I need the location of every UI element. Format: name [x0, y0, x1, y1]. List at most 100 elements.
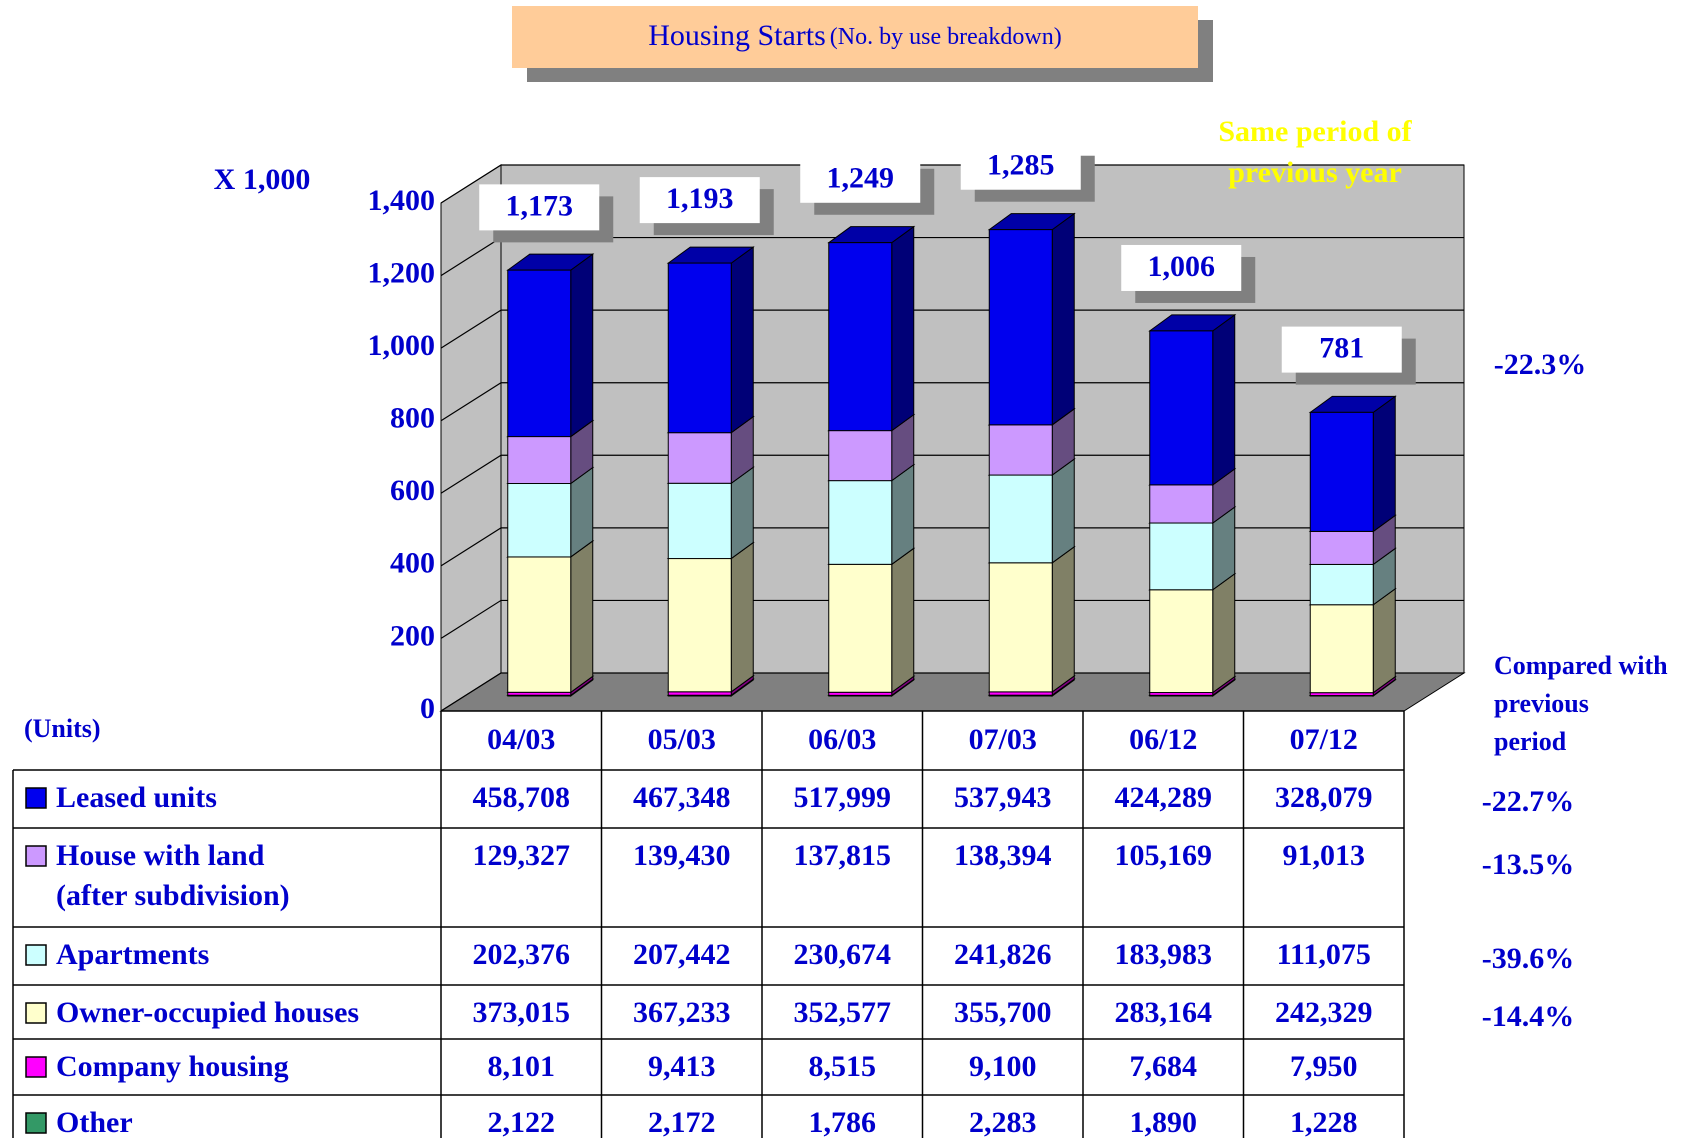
legend-entry-box: Leased units: [56, 781, 217, 814]
table-value: 373,015: [473, 996, 571, 1029]
bar-segment: [507, 269, 572, 438]
table-value: 467,348: [633, 781, 731, 814]
grid-line: [440, 599, 1464, 639]
table-value: 424,289: [1115, 781, 1213, 814]
bar-segment: [667, 482, 732, 560]
bar-side: [1051, 458, 1075, 564]
legend-entry: Owner-occupied houses: [56, 996, 360, 1029]
table-value: 207,442: [633, 938, 731, 971]
x-tick-label: 05/03: [648, 723, 716, 756]
bar-side: [1051, 545, 1075, 693]
bar-segment: [1309, 530, 1374, 565]
bar-side: [570, 253, 594, 438]
legend-swatch: [25, 1112, 47, 1134]
table-value: 1,228: [1290, 1106, 1358, 1138]
grid-line: [440, 164, 1464, 204]
table-value: 2,283: [969, 1106, 1037, 1138]
table-value: 2,122: [488, 1106, 556, 1138]
bar-segment: [1309, 411, 1374, 532]
total-label: 1,193: [666, 182, 734, 215]
legend-swatch: [25, 944, 47, 966]
annotation: Same period of: [1218, 115, 1412, 148]
grid-line: [440, 382, 1464, 422]
bar-segment: [507, 483, 572, 558]
chart-title: Housing Starts: [648, 19, 826, 52]
total-box: [639, 177, 760, 224]
bar-segment: [828, 480, 893, 565]
change-header: previous: [1494, 689, 1589, 718]
total-box: [479, 184, 600, 231]
bar-segment: [667, 558, 732, 693]
table-unit-label: (Units): [24, 714, 101, 743]
bar-side: [891, 463, 915, 566]
bar-segment: [507, 436, 572, 485]
chart-title-group: Housing Starts (No. by use breakdown): [648, 19, 1061, 52]
table-value: 517,999: [794, 781, 892, 814]
y-tick-label: 200: [390, 619, 435, 652]
bar-segment: [988, 562, 1053, 693]
bar-segment: [1149, 589, 1214, 694]
table-value: 1,786: [809, 1106, 877, 1138]
table-value: 242,329: [1275, 996, 1373, 1029]
table-value: 91,013: [1283, 839, 1366, 872]
legend-entry-box: Other: [56, 1106, 133, 1138]
x-tick-label: 07/03: [969, 723, 1037, 756]
bar-segment: [1149, 522, 1214, 591]
table-value: 352,577: [794, 996, 892, 1029]
table-value: 137,815: [794, 839, 892, 872]
y-tick-label: 1,400: [368, 184, 436, 217]
y-tick-label: 0: [420, 692, 435, 725]
grid-line: [440, 454, 1464, 494]
legend-swatch: [25, 1002, 47, 1024]
legend-swatch: [25, 845, 47, 867]
series-change: -22.7%: [1482, 785, 1575, 818]
bar-segment: [988, 229, 1053, 426]
table-value: 183,983: [1115, 938, 1213, 971]
table-value: 241,826: [954, 938, 1052, 971]
total-box: [1281, 326, 1402, 373]
bar-segment: [988, 424, 1053, 476]
bar-segment: [988, 474, 1053, 564]
series-change: -14.4%: [1482, 1000, 1575, 1033]
table-value: 328,079: [1275, 781, 1373, 814]
bar-segment: [667, 691, 732, 696]
title-box: [512, 6, 1198, 68]
bar-side: [1212, 313, 1236, 486]
legend-entry: House with land (after subdivision): [56, 839, 290, 912]
legend-entry-box: Apartments: [56, 938, 210, 971]
total-box: [800, 156, 921, 203]
bar-side: [1372, 395, 1396, 533]
table-value: 230,674: [794, 938, 892, 971]
grid-line: [440, 672, 1464, 712]
total-box: [960, 143, 1081, 190]
table-value: 537,943: [954, 781, 1052, 814]
x-tick-label: 06/03: [808, 723, 876, 756]
bar-segment: [828, 242, 893, 432]
legend-entry: Apartments: [56, 938, 210, 971]
bar-side: [730, 246, 754, 434]
table-value: 8,515: [809, 1050, 877, 1083]
series-change: -39.6%: [1482, 942, 1575, 975]
grid-line: [440, 309, 1464, 349]
bar-segment: [507, 556, 572, 693]
table-value: 355,700: [954, 996, 1052, 1029]
bar-side: [891, 225, 915, 432]
total-label: 1,285: [987, 149, 1055, 182]
table-value: 9,413: [648, 1050, 716, 1083]
table-value: 8,101: [488, 1050, 556, 1083]
table-value: 138,394: [954, 839, 1052, 872]
bar-side: [730, 541, 754, 693]
bar-segment: [667, 432, 732, 484]
y-tick-label: 600: [390, 474, 435, 507]
legend-swatch: [25, 787, 47, 809]
y-tick-label: 400: [390, 547, 435, 580]
y-tick-label: 1,200: [368, 256, 436, 289]
x-tick-label: 04/03: [487, 723, 555, 756]
table-value: 139,430: [633, 839, 731, 872]
total-box: [1121, 244, 1242, 291]
series-change: -13.5%: [1482, 848, 1575, 881]
legend-swatch: [25, 1056, 47, 1078]
grid-line: [440, 527, 1464, 567]
total-label: 1,006: [1148, 250, 1216, 283]
bar-segment: [1149, 330, 1214, 486]
